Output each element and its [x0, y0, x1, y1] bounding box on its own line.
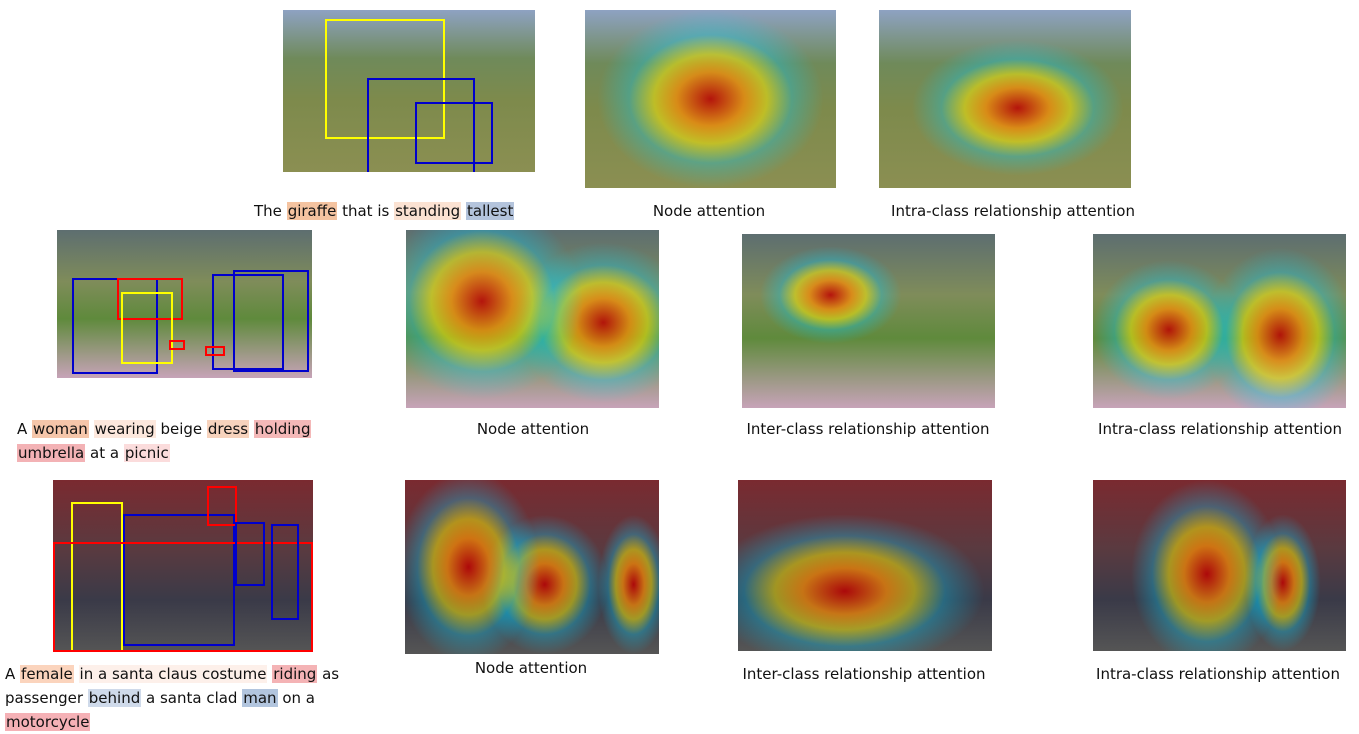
bounding-box	[415, 102, 493, 164]
caption-word: that is	[342, 202, 390, 220]
image	[283, 10, 535, 172]
caption-word: at a	[90, 444, 120, 462]
caption-word: The	[254, 202, 282, 220]
bounding-box	[53, 542, 313, 652]
caption-word: beige	[160, 420, 203, 438]
bounding-box	[271, 524, 299, 620]
caption: Node attention	[474, 659, 588, 677]
bounding-box	[72, 278, 158, 374]
image	[879, 10, 1131, 188]
caption: A woman wearing beige dress holding umbr…	[17, 417, 357, 465]
caption: Intra-class relationship attention	[1096, 665, 1340, 683]
image	[585, 10, 836, 188]
caption: Intra-class relationship attention	[1098, 420, 1342, 438]
caption-word: female	[20, 665, 74, 683]
image	[57, 230, 312, 378]
bounding-box	[205, 346, 225, 356]
caption: A female in a santa claus costume riding…	[5, 662, 350, 734]
caption-word: A	[5, 665, 16, 683]
caption-word: man	[242, 689, 278, 707]
caption: Inter-class relationship attention	[742, 665, 986, 683]
image	[1093, 234, 1346, 408]
caption-word: wearing	[93, 420, 156, 438]
caption-word: dress	[206, 420, 250, 438]
caption: Node attention	[652, 202, 766, 220]
bounding-box	[117, 278, 183, 320]
bounding-box	[212, 274, 284, 370]
caption-word: umbrella	[17, 444, 86, 462]
caption: Intra-class relationship attention	[891, 202, 1135, 220]
bounding-box	[121, 292, 173, 364]
caption: The giraffe that is standing tallest	[254, 199, 515, 223]
bounding-box	[123, 514, 235, 646]
figure: (() => { const data = JSON.parse(documen…	[5, 10, 1346, 731]
image	[1093, 480, 1346, 651]
caption-word: A	[17, 420, 28, 438]
caption-word: as passenger	[5, 665, 340, 707]
caption-word: tallest	[466, 202, 515, 220]
caption-word: in a santa claus costume	[78, 665, 268, 683]
bounding-box	[233, 270, 309, 372]
bounding-box	[235, 522, 265, 586]
caption-word: giraffe	[286, 202, 338, 220]
caption-word: on a	[282, 689, 315, 707]
caption-word: behind	[87, 689, 142, 707]
caption-word: standing	[394, 202, 462, 220]
caption-word: motorcycle	[5, 713, 91, 731]
bounding-box	[367, 78, 475, 172]
caption-word: woman	[32, 420, 89, 438]
caption-word: holding	[253, 420, 312, 438]
caption: Node attention	[476, 420, 590, 438]
caption: Inter-class relationship attention	[746, 420, 990, 438]
image	[406, 230, 659, 408]
bounding-box	[207, 486, 237, 526]
bounding-box	[169, 340, 185, 350]
image	[53, 480, 313, 652]
caption-word: riding	[272, 665, 318, 683]
caption-word: picnic	[123, 444, 170, 462]
caption-word: a santa clad	[146, 689, 238, 707]
image	[742, 234, 995, 408]
image	[405, 480, 659, 654]
image	[738, 480, 992, 651]
